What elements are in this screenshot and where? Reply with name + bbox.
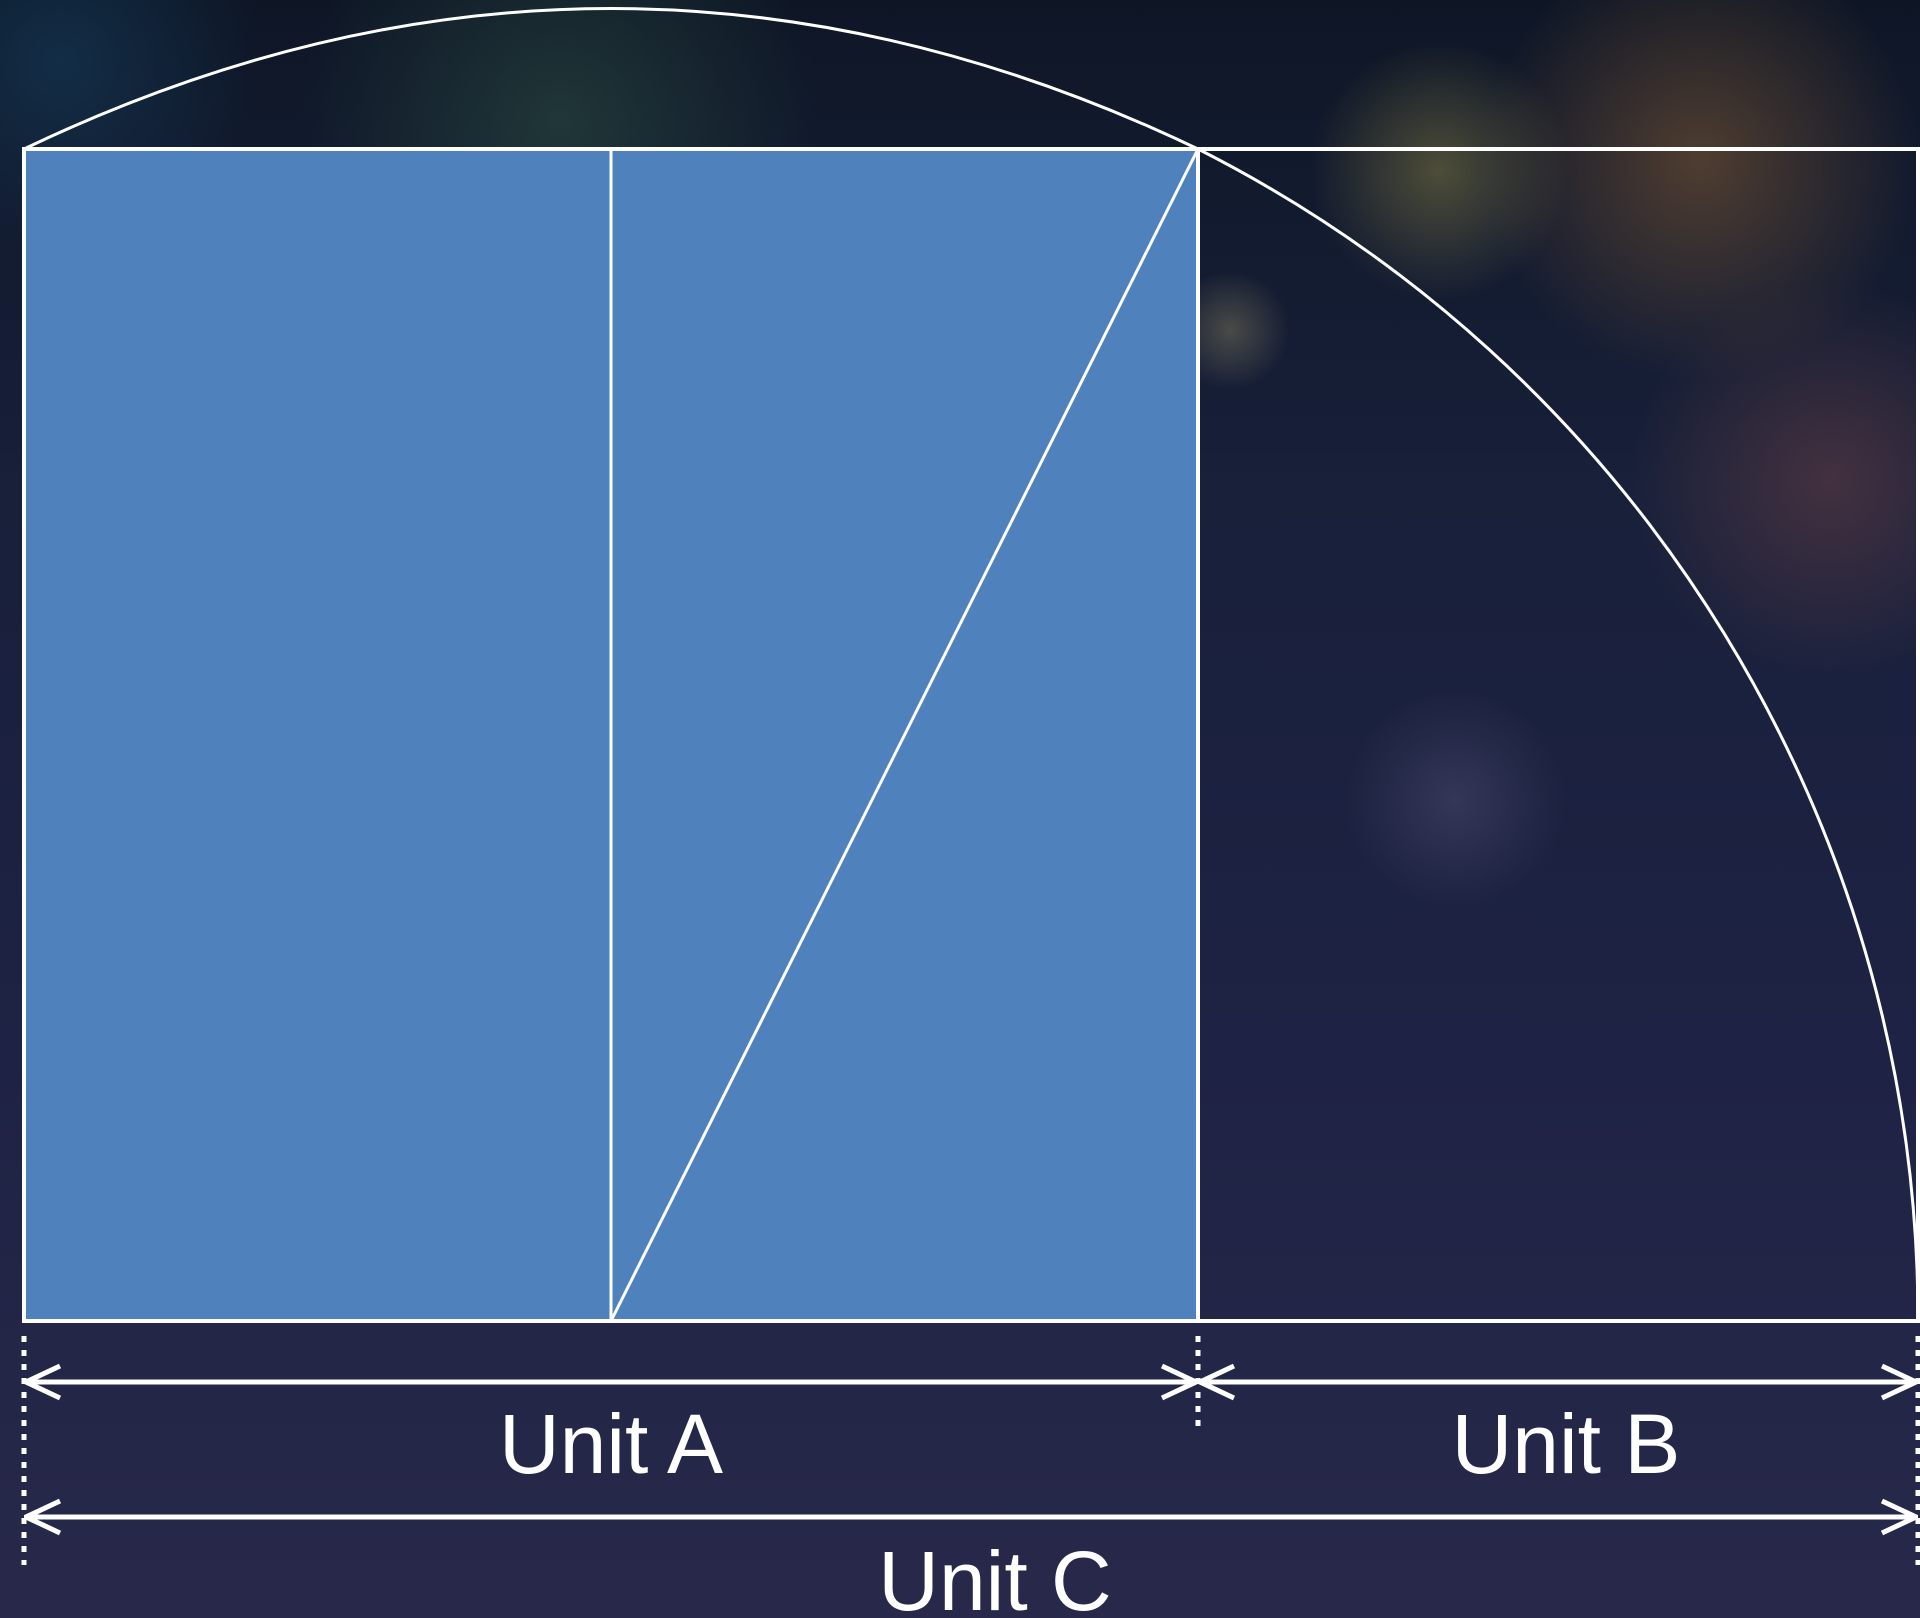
unit-a-label: Unit A bbox=[499, 1397, 723, 1491]
top-arc bbox=[23, 7, 1199, 151]
unit-c-label: Unit C bbox=[878, 1534, 1111, 1618]
sweep-arc bbox=[1197, 147, 1920, 1322]
half-square-diagonal bbox=[609, 148, 1200, 1322]
unit-b-label: Unit B bbox=[1452, 1397, 1681, 1491]
extension-rectangle bbox=[1196, 147, 1920, 1323]
